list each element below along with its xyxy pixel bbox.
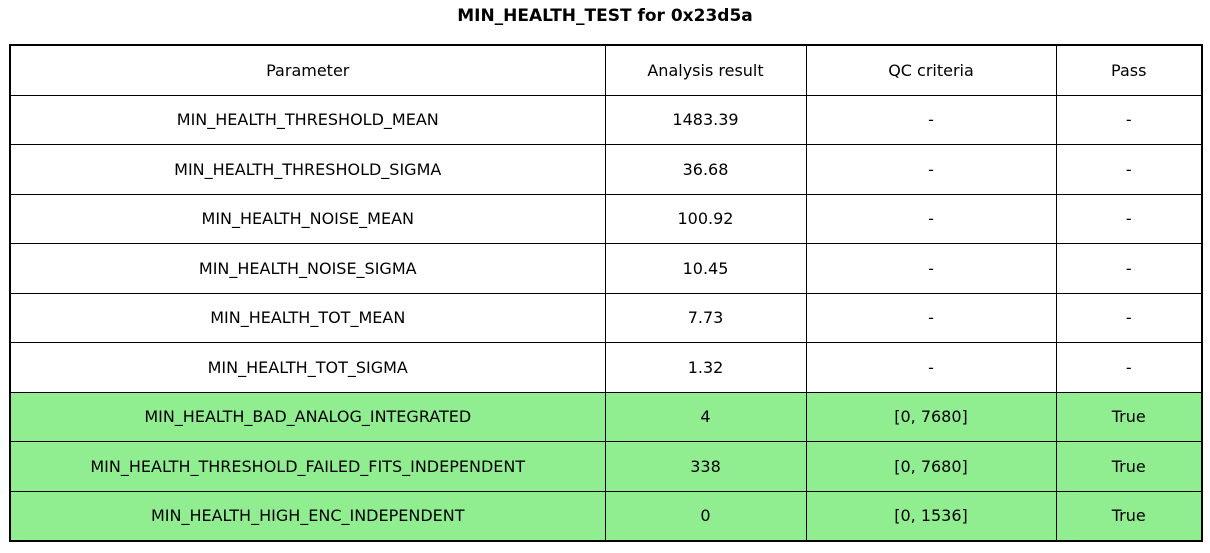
cell-parameter: MIN_HEALTH_TOT_SIGMA xyxy=(9,342,606,393)
cell-parameter: MIN_HEALTH_THRESHOLD_FAILED_FITS_INDEPEN… xyxy=(9,441,606,492)
cell-parameter: MIN_HEALTH_THRESHOLD_MEAN xyxy=(9,94,606,145)
cell-analysis-result: 100.92 xyxy=(604,193,807,244)
table-row: MIN_HEALTH_NOISE_SIGMA 10.45 - - xyxy=(9,243,1203,294)
table-row: MIN_HEALTH_TOT_MEAN 7.73 - - xyxy=(9,292,1203,343)
cell-pass: True xyxy=(1055,391,1203,442)
table-row-pass: MIN_HEALTH_HIGH_ENC_INDEPENDENT 0 [0, 15… xyxy=(9,490,1203,542)
column-header-analysis-result: Analysis result xyxy=(604,44,807,96)
column-header-parameter: Parameter xyxy=(9,44,606,96)
cell-pass: True xyxy=(1055,490,1203,542)
cell-pass: - xyxy=(1055,342,1203,393)
cell-parameter: MIN_HEALTH_NOISE_SIGMA xyxy=(9,243,606,294)
cell-qc-criteria: [0, 7680] xyxy=(805,391,1057,442)
table-row-pass: MIN_HEALTH_BAD_ANALOG_INTEGRATED 4 [0, 7… xyxy=(9,391,1203,442)
cell-analysis-result: 7.73 xyxy=(604,292,807,343)
cell-pass: - xyxy=(1055,292,1203,343)
cell-pass: - xyxy=(1055,94,1203,145)
cell-analysis-result: 1.32 xyxy=(604,342,807,393)
cell-pass: True xyxy=(1055,441,1203,492)
cell-qc-criteria: - xyxy=(805,292,1057,343)
cell-analysis-result: 36.68 xyxy=(604,144,807,195)
table-row: MIN_HEALTH_NOISE_MEAN 100.92 - - xyxy=(9,193,1203,244)
cell-analysis-result: 4 xyxy=(604,391,807,442)
cell-pass: - xyxy=(1055,144,1203,195)
table-row: MIN_HEALTH_TOT_SIGMA 1.32 - - xyxy=(9,342,1203,393)
figure-title: MIN_HEALTH_TEST for 0x23d5a xyxy=(457,6,753,26)
header-row: Parameter Analysis result QC criteria Pa… xyxy=(9,44,1203,96)
cell-parameter: MIN_HEALTH_HIGH_ENC_INDEPENDENT xyxy=(9,490,606,542)
cell-analysis-result: 1483.39 xyxy=(604,94,807,145)
cell-parameter: MIN_HEALTH_TOT_MEAN xyxy=(9,292,606,343)
column-header-pass: Pass xyxy=(1055,44,1203,96)
cell-parameter: MIN_HEALTH_THRESHOLD_SIGMA xyxy=(9,144,606,195)
cell-qc-criteria: - xyxy=(805,243,1057,294)
cell-pass: - xyxy=(1055,193,1203,244)
cell-pass: - xyxy=(1055,243,1203,294)
cell-qc-criteria: - xyxy=(805,342,1057,393)
cell-analysis-result: 0 xyxy=(604,490,807,542)
table-body: MIN_HEALTH_THRESHOLD_MEAN 1483.39 - - MI… xyxy=(9,94,1203,542)
table-row: MIN_HEALTH_THRESHOLD_SIGMA 36.68 - - xyxy=(9,144,1203,195)
cell-qc-criteria: - xyxy=(805,144,1057,195)
column-header-qc-criteria: QC criteria xyxy=(805,44,1057,96)
table-row: MIN_HEALTH_THRESHOLD_MEAN 1483.39 - - xyxy=(9,94,1203,145)
table-row-pass: MIN_HEALTH_THRESHOLD_FAILED_FITS_INDEPEN… xyxy=(9,441,1203,492)
cell-parameter: MIN_HEALTH_NOISE_MEAN xyxy=(9,193,606,244)
cell-qc-criteria: - xyxy=(805,193,1057,244)
table-header: Parameter Analysis result QC criteria Pa… xyxy=(9,44,1203,96)
cell-qc-criteria: [0, 7680] xyxy=(805,441,1057,492)
cell-analysis-result: 10.45 xyxy=(604,243,807,294)
cell-analysis-result: 338 xyxy=(604,441,807,492)
cell-qc-criteria: [0, 1536] xyxy=(805,490,1057,542)
cell-parameter: MIN_HEALTH_BAD_ANALOG_INTEGRATED xyxy=(9,391,606,442)
qc-results-table: Parameter Analysis result QC criteria Pa… xyxy=(9,44,1203,542)
cell-qc-criteria: - xyxy=(805,94,1057,145)
